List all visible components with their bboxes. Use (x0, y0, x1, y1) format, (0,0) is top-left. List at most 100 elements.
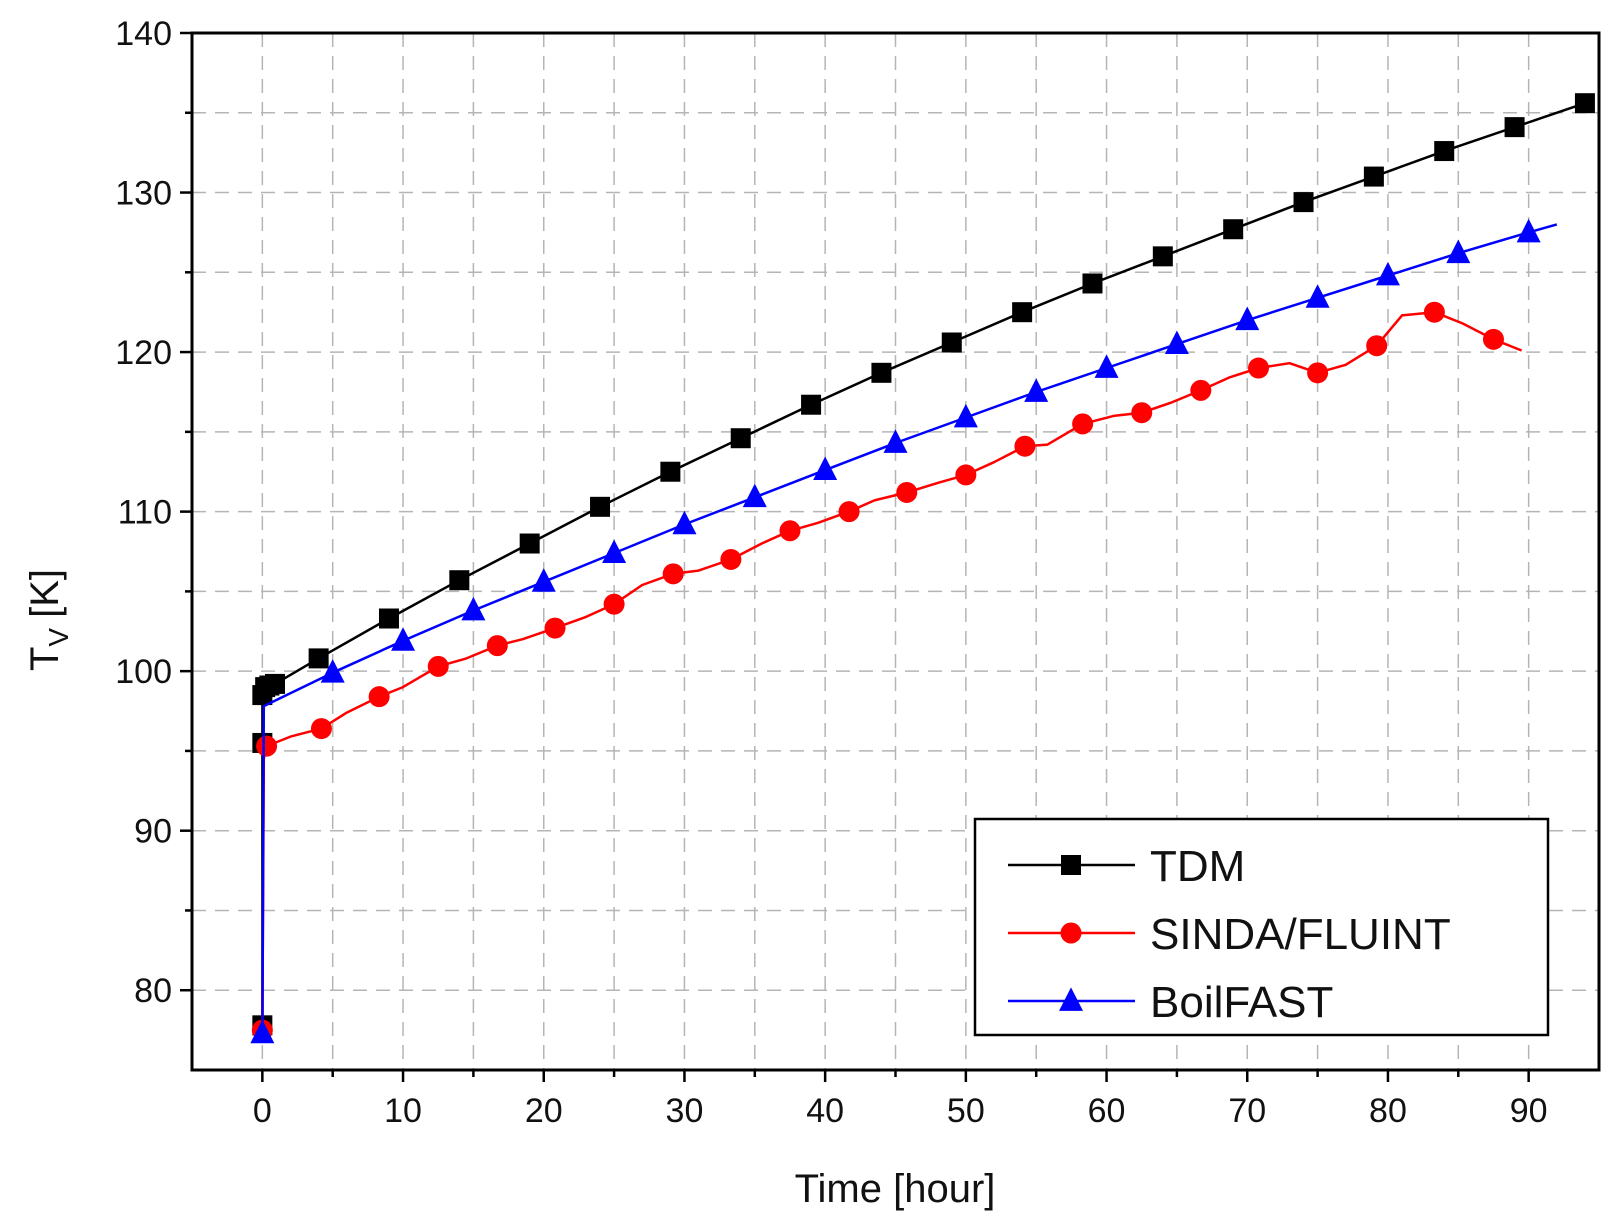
data-point-boilfast (672, 510, 697, 535)
data-series (250, 93, 1595, 1044)
y-tick-label: 90 (134, 813, 172, 851)
data-point-tdm (801, 394, 822, 415)
data-point-boilfast (1375, 261, 1400, 286)
data-point-tdm (378, 608, 399, 629)
data-point-sinda-fluint (544, 617, 566, 639)
x-tick-label: 10 (384, 1092, 422, 1130)
data-point-sinda-fluint (368, 686, 390, 708)
data-point-sinda-fluint (1423, 301, 1445, 323)
legend-marker-tdm (1061, 855, 1081, 875)
data-point-boilfast (1094, 354, 1119, 378)
data-point-sinda-fluint (662, 563, 684, 585)
y-tick-label: 110 (118, 494, 172, 532)
data-point-sinda-fluint (1131, 402, 1153, 424)
data-point-boilfast (602, 539, 627, 563)
data-point-sinda-fluint (1482, 328, 1504, 350)
data-point-sinda-fluint (838, 501, 860, 523)
x-tick-label: 80 (1369, 1092, 1407, 1130)
data-point-sinda-fluint (1248, 357, 1270, 379)
y-axis-title-main: T (23, 647, 67, 671)
data-point-sinda-fluint (310, 718, 332, 740)
y-tick-label: 100 (115, 653, 172, 691)
data-point-sinda-fluint (1072, 413, 1094, 435)
legend: TDM SINDA/FLUINT BoilFAST (973, 817, 1550, 1037)
legend-entry-sinda-fluint: SINDA/FLUINT (1008, 910, 1451, 959)
y-tick-label: 130 (115, 175, 172, 213)
data-point-boilfast (1164, 330, 1189, 354)
data-point-tdm (590, 496, 611, 517)
svg-text:TV[K]: TV [K] (23, 569, 74, 671)
series-line-boilfast (261, 223, 1558, 1034)
legend-label-tdm: TDM (1150, 842, 1245, 891)
data-point-sinda-fluint (603, 593, 625, 615)
y-tick-label: 140 (115, 15, 172, 53)
data-point-boilfast (1305, 284, 1330, 308)
data-point-sinda-fluint (720, 548, 742, 570)
x-tick-label: 50 (947, 1092, 985, 1130)
data-point-boilfast (1024, 378, 1049, 402)
x-tick-label: 0 (253, 1092, 272, 1130)
data-point-tdm (1504, 117, 1525, 138)
data-point-tdm (1574, 93, 1595, 114)
data-point-sinda-fluint (1366, 335, 1388, 357)
data-point-tdm (660, 461, 681, 482)
data-point-tdm (265, 673, 286, 694)
data-point-sinda-fluint (896, 481, 918, 503)
data-point-tdm (871, 362, 892, 383)
series-boilfast (250, 218, 1558, 1044)
data-point-tdm (941, 332, 962, 353)
data-point-boilfast (1446, 239, 1471, 264)
x-tick-label: 20 (525, 1092, 563, 1130)
data-point-sinda-fluint (955, 464, 977, 486)
data-point-tdm (449, 570, 470, 591)
data-point-boilfast (320, 659, 345, 683)
legend-marker-boilfast (1059, 987, 1083, 1011)
data-point-boilfast (1516, 218, 1541, 243)
data-point-boilfast (531, 568, 556, 592)
data-point-sinda-fluint (779, 520, 801, 542)
y-axis-title-unit: [K] (23, 569, 67, 618)
data-point-boilfast (813, 456, 838, 481)
legend-entry-boilfast: BoilFAST (1008, 978, 1333, 1027)
data-point-tdm (1293, 192, 1314, 213)
data-point-boilfast (742, 483, 767, 508)
data-point-sinda-fluint (486, 635, 508, 657)
data-point-tdm (1363, 166, 1384, 187)
data-point-boilfast (1235, 306, 1260, 331)
y-tick-label: 80 (134, 972, 172, 1010)
data-point-sinda-fluint (1014, 435, 1036, 457)
data-point-tdm (1223, 219, 1244, 240)
data-point-tdm (519, 533, 540, 554)
series-line-sinda-fluint (261, 310, 1523, 1031)
data-point-boilfast (391, 627, 416, 651)
data-point-sinda-fluint (256, 735, 278, 757)
data-point-sinda-fluint (427, 655, 449, 677)
legend-marker-sinda-fluint (1060, 922, 1082, 944)
legend-label-sinda-fluint: SINDA/FLUINT (1150, 910, 1451, 959)
y-axis-title: TV [K] (23, 569, 74, 671)
data-point-tdm (1082, 273, 1103, 294)
x-tick-label: 40 (806, 1092, 844, 1130)
x-axis-title: Time [hour] (795, 1167, 996, 1211)
data-point-tdm (308, 648, 329, 669)
data-point-tdm (730, 428, 751, 449)
data-point-tdm (1434, 141, 1455, 162)
legend-entry-tdm: TDM (1008, 842, 1245, 891)
x-tick-label: 70 (1228, 1092, 1266, 1130)
x-tick-label: 30 (666, 1092, 704, 1130)
x-tick-label: 90 (1510, 1092, 1548, 1130)
legend-label-boilfast: BoilFAST (1150, 978, 1333, 1027)
data-point-tdm (1012, 302, 1033, 323)
tick-labels: 0 10 20 30 40 50 60 70 80 90 80 90 100 110 120 130 140 (115, 15, 1547, 1130)
plot-frame (190, 31, 1601, 1072)
data-point-sinda-fluint (1307, 362, 1329, 384)
data-point-boilfast (953, 403, 978, 428)
y-axis-title-subscript: V (43, 628, 74, 647)
x-tick-label: 60 (1088, 1092, 1126, 1130)
data-point-boilfast (883, 429, 908, 453)
data-point-boilfast (250, 1019, 275, 1044)
y-tick-label: 120 (115, 334, 172, 372)
data-point-boilfast (461, 596, 486, 621)
